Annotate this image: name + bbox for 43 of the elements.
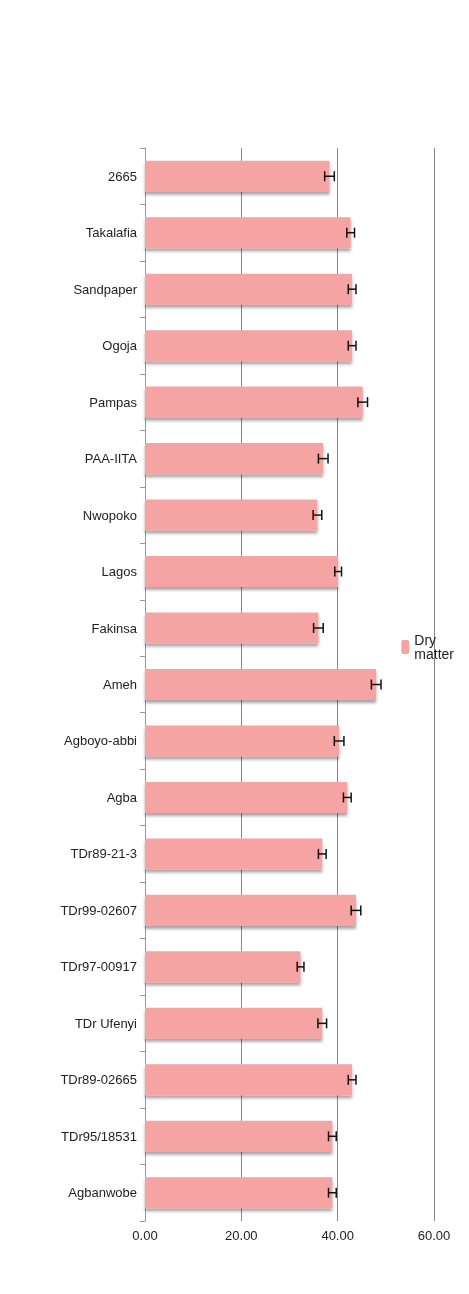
- y-tick-label: Sandpaper: [73, 281, 138, 297]
- bar: [145, 951, 301, 983]
- y-tick-label: Ameh: [103, 677, 137, 692]
- bar: [145, 725, 340, 757]
- y-tick-label: 2665: [108, 168, 137, 184]
- bar: [145, 273, 353, 305]
- bar: [145, 1177, 333, 1209]
- bar: [145, 612, 319, 644]
- y-tick-label: PAA-IITA: [84, 451, 138, 467]
- legend-label: Dry matter: [414, 632, 455, 662]
- bar: [145, 443, 324, 475]
- bar: [145, 1064, 353, 1096]
- y-tick-label: TDr89-21-3: [70, 846, 137, 862]
- x-tick-label: 0.00: [132, 1228, 158, 1243]
- bar: [145, 1007, 323, 1039]
- x-tick-label: 40.00: [321, 1228, 354, 1243]
- bar: [145, 668, 377, 701]
- y-tick-label: Nwopoko: [82, 507, 137, 523]
- bar: [145, 781, 348, 813]
- y-tick-label: Fakinsa: [91, 620, 138, 636]
- y-tick-label: TDr Ufenyi: [74, 1015, 138, 1031]
- y-tick-label: Agba: [106, 789, 138, 805]
- bar: [145, 838, 323, 870]
- bar: [145, 160, 330, 192]
- bar: [145, 217, 351, 249]
- bar: [145, 330, 353, 362]
- y-tick-label: Lagos: [101, 564, 138, 580]
- y-tick-label: TDr95/18531: [61, 1128, 137, 1144]
- bar: [145, 894, 356, 926]
- bar: [145, 499, 318, 531]
- bar: [145, 1120, 333, 1152]
- y-tick-label: Pampas: [89, 394, 138, 410]
- bar: [145, 386, 363, 418]
- y-tick-label: Agboyo-abbi: [64, 733, 138, 749]
- y-tick-label: TDr97-00917: [60, 959, 137, 975]
- y-tick-label: Agbanwobe: [68, 1185, 137, 1201]
- x-tick-label: 20.00: [225, 1228, 258, 1243]
- y-tick-label: TDr89-02665: [60, 1072, 137, 1088]
- x-tick-label: 60.00: [417, 1228, 451, 1243]
- y-tick-label: Ogoja: [102, 338, 138, 354]
- y-tick-label: TDr99-02607: [60, 902, 137, 918]
- y-tick-label: Takalafia: [85, 225, 138, 241]
- bar: [145, 556, 339, 588]
